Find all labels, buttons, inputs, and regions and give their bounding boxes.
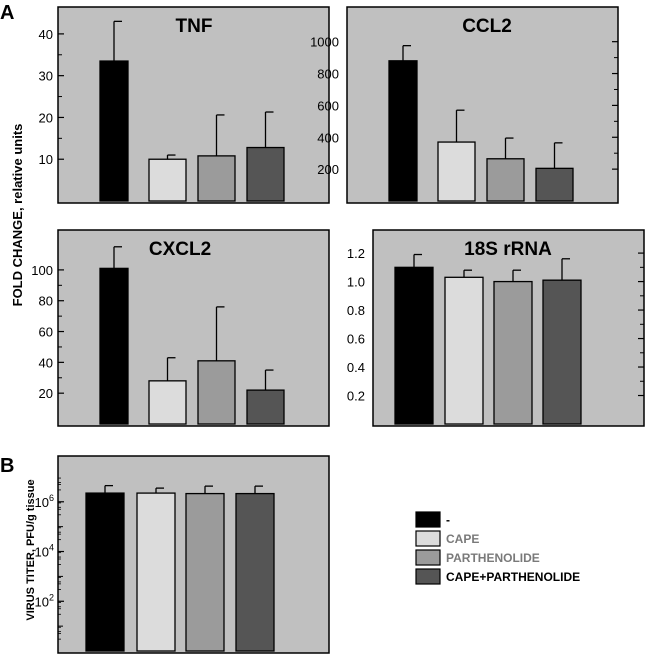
- bar-control: [394, 266, 434, 425]
- bar-control: [99, 267, 129, 425]
- bar-parthenolide: [185, 492, 225, 652]
- bar-cape-parthenolide: [246, 146, 285, 202]
- y-axis-label-fold-change: FOLD CHANGE, relative units: [10, 124, 25, 307]
- bar-cape-parthenolide: [535, 167, 574, 202]
- y-tick-label: 0.8: [347, 303, 365, 318]
- y-tick-label: 600: [317, 98, 339, 113]
- panel-letter-b: B: [0, 455, 14, 477]
- y-tick-label: 800: [317, 67, 339, 82]
- legend-swatch: [415, 549, 441, 566]
- y-tick-label: 200: [317, 162, 339, 177]
- legend-swatch: [415, 511, 441, 528]
- bar-cape-parthenolide: [235, 492, 275, 652]
- y-tick-label: 0.4: [347, 360, 365, 375]
- y-tick-label: 0.2: [347, 389, 365, 404]
- legend-swatch: [415, 530, 441, 547]
- y-tick-label: 10: [39, 152, 53, 167]
- legend-label: -: [446, 513, 450, 527]
- y-tick-label: 40: [39, 355, 53, 370]
- y-axis-label-virus-titer: VIRUS TITER, PFU/g tissue: [25, 479, 37, 620]
- legend-label: CAPE+PARTHENOLIDE: [446, 570, 580, 584]
- bar-cape: [148, 380, 187, 425]
- bar-control: [388, 60, 418, 202]
- y-tick-label: 0.6: [347, 332, 365, 347]
- chart-title-18s-rrna: 18S rRNA: [464, 239, 552, 260]
- y-tick-label: 20: [39, 110, 53, 125]
- bar-cape-parthenolide: [542, 279, 582, 425]
- y-tick-label: 1.0: [347, 275, 365, 290]
- bar-cape: [148, 158, 187, 202]
- bar-parthenolide: [197, 155, 236, 202]
- y-tick-label: 1000: [310, 35, 339, 50]
- y-tick-label: 30: [39, 69, 53, 84]
- legend-swatch: [415, 568, 441, 585]
- y-tick-label: 40: [39, 27, 53, 42]
- y-tick-label: 400: [317, 130, 339, 145]
- chart-tnf: TNF 10 20 30 40: [39, 6, 330, 204]
- bar-parthenolide: [486, 158, 525, 202]
- bar-control: [99, 60, 129, 202]
- bar-parthenolide: [197, 360, 236, 425]
- y-tick-label: 60: [39, 325, 53, 340]
- y-tick-label: 104: [35, 543, 54, 560]
- bar-control: [85, 492, 125, 652]
- legend-label: CAPE: [446, 532, 479, 546]
- y-tick-label: 80: [39, 294, 53, 309]
- panel-letter-a: A: [0, 2, 14, 24]
- y-tick-label: 106: [35, 493, 54, 510]
- bar-cape-parthenolide: [246, 389, 285, 425]
- bar-cape: [444, 276, 484, 425]
- legend: - CAPE PARTHENOLIDE CAPE+PARTHENOLIDE: [415, 511, 580, 585]
- legend-label: PARTHENOLIDE: [446, 551, 540, 565]
- chart-18s-rrna: 18S rRNA 0.2 0.4 0.6 0.8 1.0 1.2: [347, 229, 645, 427]
- chart-virus-titer: 102 104 106: [35, 455, 330, 654]
- bar-parthenolide: [493, 280, 533, 425]
- chart-title-cxcl2: CXCL2: [149, 239, 211, 260]
- y-tick-label: 102: [35, 592, 54, 609]
- chart-title-ccl2: CCL2: [462, 16, 512, 37]
- bar-cape: [136, 492, 176, 652]
- y-tick-label: 1.2: [347, 246, 365, 261]
- chart-title-tnf: TNF: [176, 16, 213, 37]
- y-tick-label: 20: [39, 386, 53, 401]
- bar-cape: [437, 141, 476, 202]
- y-tick-label: 100: [31, 263, 53, 278]
- chart-cxcl2: CXCL2 20 40 60 80 100: [31, 229, 330, 427]
- chart-ccl2: CCL2 200 400 600 800 1000: [310, 6, 619, 204]
